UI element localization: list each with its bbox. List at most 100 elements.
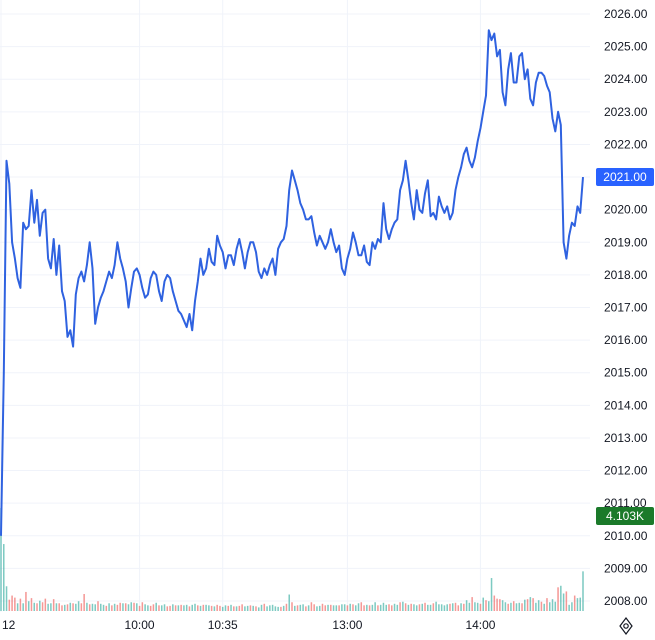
volume-bars: [0, 508, 584, 611]
volume-bar: [499, 599, 501, 611]
volume-bar: [69, 602, 72, 611]
y-tick-label: 2020.00: [604, 203, 648, 217]
volume-bar: [266, 606, 268, 611]
volume-bar: [471, 597, 473, 611]
volume-bar: [257, 607, 260, 611]
volume-bar: [224, 605, 227, 611]
y-tick-label: 2022.00: [604, 137, 648, 151]
volume-bar: [172, 604, 174, 611]
volume-bar: [163, 604, 166, 611]
volume-bar: [30, 598, 33, 611]
volume-bar: [280, 606, 282, 611]
volume-bar: [330, 604, 332, 611]
volume-bar: [100, 603, 102, 611]
volume-bar: [83, 594, 85, 611]
volume-bar: [476, 602, 479, 611]
volume-bar: [413, 604, 415, 611]
volume-bar: [116, 604, 119, 611]
volume-bar: [548, 602, 551, 611]
volume-bar: [252, 605, 254, 611]
volume-bar: [363, 605, 365, 611]
volume-bar: [576, 598, 579, 611]
volume-bar: [305, 606, 307, 611]
volume-bar: [485, 600, 487, 611]
volume-bar: [136, 603, 138, 611]
volume-bar: [562, 593, 565, 611]
volume-badge: [596, 507, 654, 525]
volume-bar: [366, 604, 368, 611]
price-line: [0, 29, 584, 536]
volume-badge-label: 4.103K: [606, 509, 644, 523]
volume-bar: [316, 606, 318, 611]
volume-bar: [169, 605, 171, 611]
volume-bar: [88, 604, 91, 611]
volume-bar: [501, 600, 504, 611]
volume-bar: [382, 602, 385, 611]
volume-bar: [379, 604, 382, 611]
volume-bar: [19, 598, 22, 611]
volume-bar: [3, 544, 5, 611]
volume-bar: [160, 605, 163, 611]
x-tick-label: 13:00: [332, 618, 362, 632]
x-tick-label: 12: [2, 618, 16, 632]
volume-bar: [291, 602, 293, 611]
volume-bar: [493, 595, 496, 611]
volume-bar: [191, 604, 193, 611]
volume-bar: [285, 603, 288, 611]
volume-bar: [393, 603, 396, 611]
y-tick-label: 2019.00: [604, 235, 648, 249]
volume-bar: [377, 605, 379, 611]
volume-bar: [360, 602, 363, 611]
volume-bar: [180, 604, 182, 611]
volume-bar: [25, 591, 27, 611]
volume-bar: [482, 597, 484, 611]
volume-bar: [526, 599, 529, 611]
y-tick-label: 2014.00: [604, 398, 648, 412]
volume-bar: [75, 603, 77, 611]
volume-bar: [233, 606, 235, 611]
volume-bar: [244, 606, 246, 611]
volume-bar: [27, 601, 30, 611]
grid: [0, 0, 590, 612]
volume-bar: [147, 605, 149, 611]
volume-bar: [246, 605, 249, 611]
volume-bar: [166, 606, 169, 611]
volume-bar: [410, 603, 412, 611]
volume-bar: [488, 601, 490, 611]
y-tick-label: 2016.00: [604, 333, 648, 347]
price-badge-label: 2021.00: [603, 170, 647, 184]
y-tick-label: 2010.00: [604, 529, 648, 543]
settings-icon-outline: [619, 617, 633, 635]
volume-bar: [418, 604, 421, 611]
volume-bar: [105, 605, 108, 611]
x-tick-label: 10:35: [208, 618, 238, 632]
volume-bar: [518, 602, 521, 611]
volume-bar: [438, 604, 440, 611]
volume-bar: [55, 603, 58, 611]
volume-bar: [324, 605, 327, 611]
volume-bar: [138, 605, 141, 611]
volume-bar: [22, 603, 24, 611]
volume-bar: [227, 605, 230, 611]
volume-bar: [571, 602, 573, 611]
volume-bar: [127, 604, 130, 611]
volume-bar: [63, 604, 66, 611]
volume-bar: [388, 604, 390, 611]
volume-bar: [346, 605, 349, 611]
volume-bar: [39, 600, 41, 611]
volume-bar: [318, 605, 321, 611]
volume-bar: [94, 604, 96, 611]
volume-bar: [368, 605, 371, 611]
volume-bar: [108, 603, 110, 611]
volume-bar: [460, 603, 462, 611]
y-tick-label: 2012.00: [604, 464, 648, 478]
volume-bar: [532, 598, 534, 611]
price-badge: [596, 168, 654, 187]
volume-bar: [50, 603, 52, 611]
volume-bar: [255, 606, 257, 611]
volume-bar: [435, 601, 437, 611]
settings-icon[interactable]: [619, 617, 633, 635]
volume-bar: [149, 605, 152, 611]
